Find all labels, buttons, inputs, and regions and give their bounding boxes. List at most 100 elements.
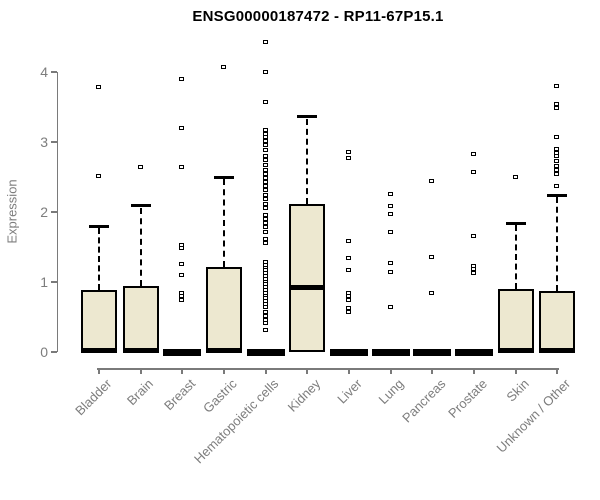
outlier-marker [471,267,477,272]
outlier-marker [346,239,352,244]
outlier-marker [346,294,352,298]
outlier-marker [262,135,268,140]
outlier-marker [387,270,393,275]
outlier-marker [554,106,560,111]
y-tick-label: 0 [40,344,48,360]
x-axis-tick [181,368,184,374]
outlier-marker [554,101,560,106]
box [206,267,243,352]
flat-box [163,348,202,356]
outlier-marker [471,233,477,238]
flat-box [246,348,285,356]
flat-box [330,348,369,356]
outlier-marker [179,242,185,247]
x-axis-tick [556,368,559,374]
x-axis-tick [431,368,434,374]
y-axis-tick [50,281,57,283]
outlier-marker [262,217,268,221]
outlier-marker [262,142,268,147]
outlier-marker [346,298,352,303]
outlier-marker [262,321,268,326]
outlier-marker [179,297,185,302]
outlier-marker [471,270,477,275]
outlier-marker [554,151,560,156]
flat-box [455,348,494,356]
outlier-marker [471,151,477,156]
y-axis-tick [50,211,57,213]
outlier-marker [221,65,227,70]
box [122,286,159,352]
x-tick-label: Kidney [284,376,324,415]
median-line [81,348,117,354]
median-line [289,285,326,291]
x-tick-label: Brain [124,376,157,409]
outlier-marker [262,212,268,217]
box [289,204,326,352]
outlier-marker [262,205,268,210]
x-axis-tick [223,368,226,374]
outlier-marker [262,201,268,206]
whisker-cap [547,193,568,197]
outlier-marker [387,305,393,310]
outlier-marker [262,259,268,264]
x-axis-tick [306,368,309,374]
outlier-marker [262,179,268,184]
outlier-marker [346,290,352,295]
outlier-marker [387,212,393,217]
y-tick-label: 2 [40,204,48,220]
whisker-line [139,207,142,287]
outlier-marker [262,175,268,180]
outlier-marker [179,273,185,277]
x-tick-label: Pancreas [398,376,449,426]
outlier-marker [429,254,435,259]
y-axis-tick [50,351,57,353]
x-tick-label: Unknown / Other [493,376,574,456]
outlier-marker [346,255,352,260]
outlier-marker [262,310,268,315]
outlier-marker [137,165,143,170]
outlier-marker [554,171,560,176]
outlier-marker [262,224,268,229]
outlier-marker [262,147,268,152]
outlier-marker [262,240,268,245]
x-tick-label: Liver [334,376,365,407]
outlier-marker [512,175,518,179]
x-tick-label: Lung [375,376,407,408]
flat-box [371,348,410,356]
outlier-marker [262,193,268,198]
x-axis-tick [98,368,100,374]
outlier-marker [346,156,352,161]
outlier-marker [387,230,393,235]
y-axis-tick [50,71,57,73]
outlier-marker [262,230,268,235]
outlier-marker [262,188,268,193]
x-tick-label: Skin [502,376,532,405]
outlier-marker [554,168,560,172]
box [497,289,534,352]
x-axis-tick [514,368,517,374]
outlier-marker [262,168,268,172]
outlier-marker [554,184,560,189]
outlier-marker [262,163,268,168]
outlier-marker [179,165,185,170]
median-line [206,348,243,354]
whisker-cap [505,221,526,225]
outlier-marker [179,261,185,266]
outlier-marker [262,328,268,333]
outlier-marker [387,203,393,208]
whisker-cap [297,115,318,119]
y-axis-label: Expression [4,179,20,244]
outlier-marker [262,154,268,158]
x-axis-tick [348,368,351,374]
outlier-marker [179,77,185,81]
y-tick-label: 4 [40,64,48,80]
whisker-cap [130,204,151,208]
outlier-marker [262,138,268,143]
outlier-marker [346,149,352,154]
x-axis-tick [473,368,476,374]
whisker-line [556,197,559,292]
outlier-marker [471,263,477,268]
outlier-marker [554,147,560,151]
outlier-marker [262,317,268,322]
